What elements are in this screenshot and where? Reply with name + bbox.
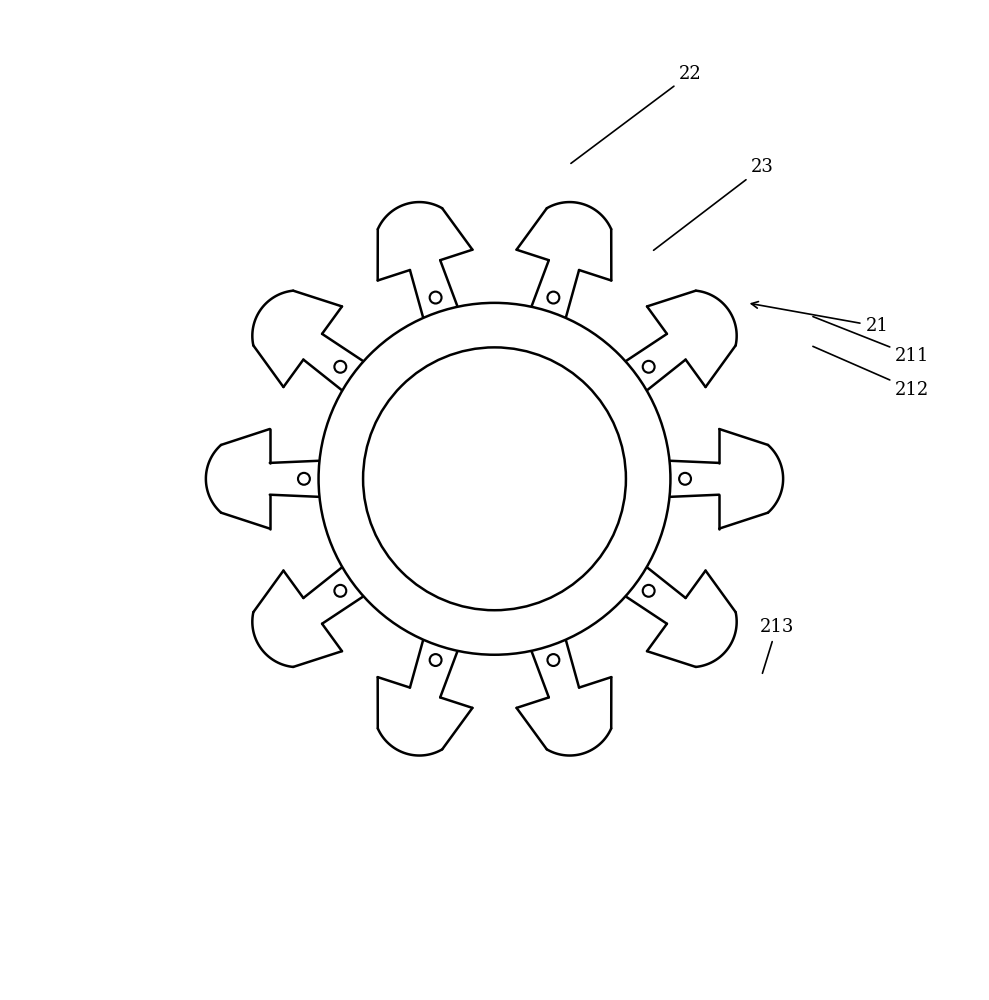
Circle shape [429, 292, 441, 303]
Circle shape [548, 292, 560, 303]
Circle shape [429, 654, 441, 666]
Text: 212: 212 [813, 346, 930, 399]
Circle shape [643, 585, 655, 597]
Circle shape [334, 361, 346, 373]
Circle shape [298, 473, 310, 485]
Circle shape [679, 473, 691, 485]
Text: 23: 23 [654, 158, 773, 250]
Text: 21: 21 [752, 302, 888, 335]
Text: 213: 213 [760, 618, 794, 673]
Circle shape [334, 585, 346, 597]
Text: 22: 22 [571, 65, 701, 163]
Circle shape [643, 361, 655, 373]
Text: 211: 211 [813, 317, 930, 365]
Circle shape [548, 654, 560, 666]
